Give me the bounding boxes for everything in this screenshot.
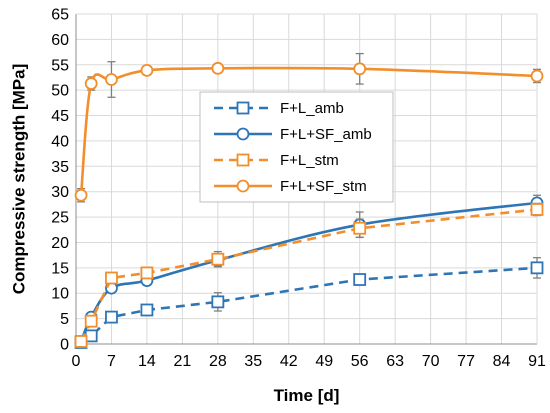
x-tick-label: 7: [107, 353, 116, 370]
data-point: [353, 221, 367, 235]
y-axis-title: Compressive strength [MPa]: [9, 64, 28, 295]
data-point: [530, 69, 544, 83]
data-point: [353, 273, 367, 286]
data-point: [530, 261, 544, 275]
y-tick-label: 30: [51, 184, 69, 201]
legend: F+L_amb F+L+SF_amb F+L_stm F+L+SF_stm: [199, 91, 394, 203]
data-point: [211, 295, 225, 309]
y-tick-label: 35: [51, 159, 69, 176]
y-tick-label: 15: [51, 260, 69, 277]
legend-marker: [236, 153, 250, 167]
data-point: [353, 62, 367, 76]
legend-entry: F+L+SF_amb: [214, 126, 372, 143]
x-tick-label: 77: [457, 353, 475, 370]
x-tick-label: 28: [209, 353, 227, 370]
legend-box: [199, 91, 394, 203]
y-tick-label: 40: [51, 133, 69, 150]
x-tick-label: 14: [138, 353, 156, 370]
data-point: [105, 271, 118, 285]
legend-entry: F+L_stm: [214, 152, 339, 169]
y-tick-label: 25: [51, 210, 69, 227]
data-point: [84, 77, 98, 90]
y-tick-label: 10: [51, 286, 69, 303]
x-tick-label: 56: [351, 353, 369, 370]
data-point: [140, 303, 154, 317]
x-tick-label: 70: [422, 353, 440, 370]
x-tick-label: 84: [493, 353, 511, 370]
x-tick-label: 35: [244, 353, 262, 370]
legend-entry: F+L+SF_stm: [214, 178, 367, 195]
data-point: [74, 188, 88, 202]
y-tick-label: 20: [51, 235, 69, 252]
x-tick-label: 91: [528, 353, 546, 370]
data-point: [84, 314, 98, 328]
legend-marker: [236, 101, 250, 115]
data-point: [140, 63, 154, 77]
tick-labels: 0 5 10 15 20 25 30 35 40 45 50 55 60 65 0 7 14 21 28 35 42 49…: [51, 7, 546, 371]
legend-label: F+L+SF_stm: [280, 178, 367, 195]
y-tick-label: 60: [51, 32, 69, 49]
x-tick-label: 63: [386, 353, 404, 370]
y-tick-label: 5: [60, 311, 69, 328]
series-4: [74, 52, 544, 203]
legend-marker: [236, 179, 250, 193]
y-tick-label: 0: [60, 337, 69, 354]
legend-label: F+L_stm: [280, 152, 339, 169]
data-point: [140, 266, 154, 280]
x-tick-label: 0: [72, 353, 81, 370]
series-3: [74, 202, 544, 348]
x-axis-title: Time [d]: [274, 386, 340, 405]
y-tick-label: 50: [51, 83, 69, 100]
x-tick-label: 21: [173, 353, 191, 370]
y-tick-label: 65: [51, 7, 69, 24]
legend-label: F+L+SF_amb: [280, 126, 372, 143]
y-tick-label: 45: [51, 108, 69, 125]
data-point: [211, 61, 225, 75]
legend-marker: [236, 127, 250, 141]
x-tick-label: 49: [315, 353, 333, 370]
data-point: [530, 203, 544, 216]
data-point: [105, 310, 118, 324]
legend-entry: F+L_amb: [214, 100, 344, 117]
y-tick-label: 55: [51, 57, 69, 74]
data-point: [105, 73, 118, 86]
legend-label: F+L_amb: [280, 100, 344, 117]
series-layer: [74, 52, 544, 349]
data-point: [74, 335, 88, 348]
data-point: [211, 252, 225, 266]
x-tick-label: 42: [280, 353, 298, 370]
